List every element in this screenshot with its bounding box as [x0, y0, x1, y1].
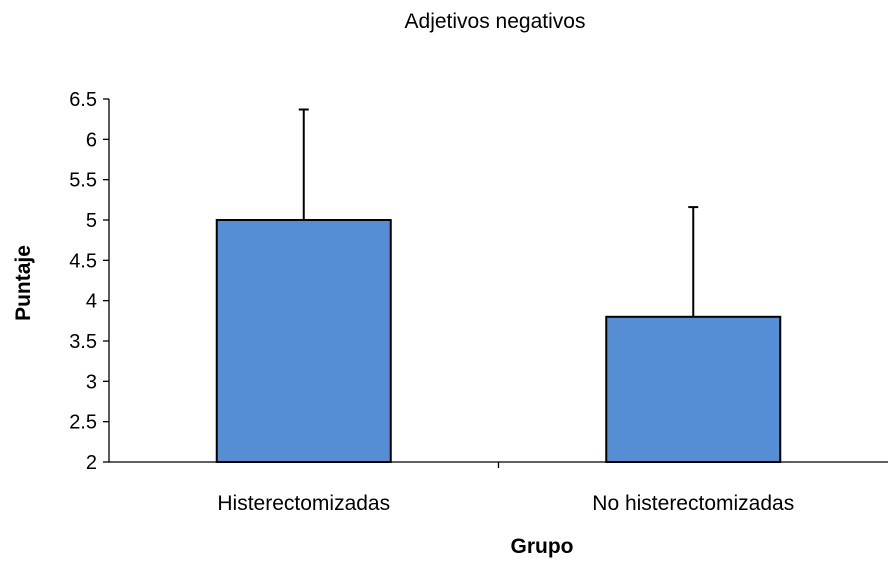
category-label: No histerectomizadas: [592, 492, 794, 515]
x-axis-title: Grupo: [511, 535, 574, 558]
bar: [215, 219, 392, 463]
y-tick-label: 4: [86, 291, 97, 313]
y-tick-label: 5: [86, 210, 97, 232]
y-tick-label: 6: [86, 129, 97, 151]
y-tick-label: 3: [86, 371, 97, 393]
y-tick-label: 6.5: [69, 89, 97, 111]
bar: [605, 315, 782, 463]
y-axis-title: Puntaje: [12, 245, 35, 321]
category-label: Histerectomizadas: [217, 492, 390, 515]
plot-area: 6.5 6 5.5 5 4.5 4 3.5 3 2.5 2 Histerectomizadas No …: [69, 89, 888, 515]
chart-title: Adjetivos negativos: [405, 10, 586, 33]
y-tick-label: 3.5: [69, 331, 97, 353]
y-tick-label: 2: [86, 452, 97, 474]
y-tick-label: 5.5: [69, 170, 97, 192]
y-tick-label: 2.5: [69, 412, 97, 434]
y-tick-label: 4.5: [69, 250, 97, 272]
